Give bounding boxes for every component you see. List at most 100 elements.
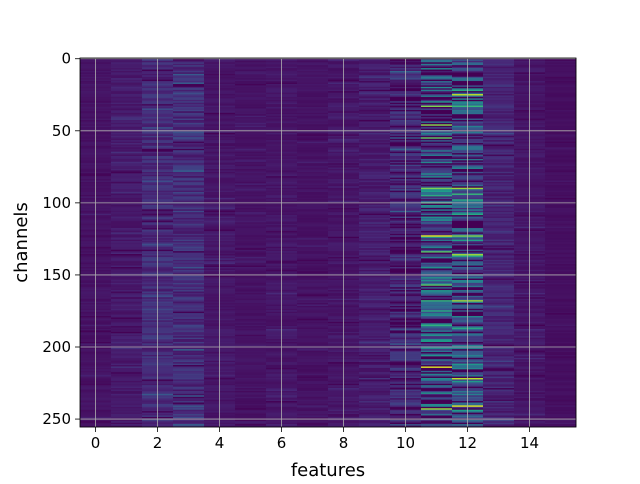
heat-cell: [297, 262, 329, 265]
heat-cell: [359, 424, 391, 426]
heat-cell: [173, 176, 205, 178]
heat-cell: [297, 158, 329, 161]
heat-cell: [111, 233, 143, 236]
heat-cell: [359, 118, 391, 121]
heat-cell: [483, 354, 515, 357]
heat-cell: [173, 353, 205, 356]
heat-cell: [173, 333, 205, 336]
heat-cell: [297, 216, 329, 219]
heat-cell: [173, 212, 205, 214]
heat-cell: [173, 187, 205, 190]
heat-cell: [297, 76, 329, 79]
heat-cell: [111, 220, 143, 223]
heat-cell: [173, 145, 205, 148]
heat-cell: [173, 218, 205, 220]
heat-cell: [111, 323, 143, 325]
heat-cell: [111, 287, 143, 289]
heat-cell: [421, 62, 453, 65]
heat-cell: [173, 236, 205, 239]
heat-cell: [483, 79, 515, 82]
heat-cell: [173, 183, 205, 186]
heat-cell: [359, 383, 391, 386]
heat-cell: [235, 187, 267, 190]
heat-cell: [545, 119, 577, 122]
heat-cell: [483, 246, 515, 249]
heat-cell: [421, 213, 453, 216]
heat-cell: [545, 96, 577, 99]
heat-cell: [235, 285, 267, 288]
heat-cell: [173, 398, 205, 400]
heat-cell: [297, 297, 329, 300]
heat-cell: [483, 245, 515, 248]
heat-cell: [421, 252, 453, 255]
heat-cell: [359, 249, 391, 252]
heat-cell: [173, 104, 205, 106]
heat-cell: [235, 114, 267, 116]
heat-cell: [421, 377, 453, 380]
heat-cell: [111, 154, 143, 157]
heat-cell: [173, 197, 205, 200]
heat-cell: [173, 229, 205, 232]
heat-cell: [297, 333, 329, 336]
heat-cell: [235, 112, 267, 115]
heat-cell: [421, 328, 453, 331]
heat-cell: [297, 157, 329, 160]
heat-cell: [421, 365, 453, 367]
heat-cell: [421, 79, 453, 82]
heat-cell: [235, 95, 267, 98]
heat-cell: [545, 210, 577, 213]
heat-cell: [297, 395, 329, 398]
heat-cell: [173, 193, 205, 196]
heat-cell: [545, 249, 577, 252]
heat-cell: [111, 377, 143, 380]
heat-cell: [545, 241, 577, 243]
heat-cell: [111, 376, 143, 379]
heat-cell: [421, 288, 453, 291]
heat-cell: [235, 287, 267, 289]
heat-cell: [235, 205, 267, 207]
heat-cell: [483, 314, 515, 317]
heat-cell: [235, 317, 267, 320]
heat-cell: [297, 125, 329, 128]
heat-cell: [545, 124, 577, 127]
heat-cell: [359, 288, 391, 291]
heat-cell: [545, 190, 577, 193]
heat-cell: [173, 137, 205, 140]
heat-cell: [483, 69, 515, 72]
heat-cell: [545, 343, 577, 346]
heat-cell: [545, 375, 577, 377]
heat-cell: [483, 131, 515, 134]
heat-cell: [483, 179, 515, 181]
heat-cell: [235, 291, 267, 294]
heat-cell: [173, 230, 205, 233]
heat-cell: [111, 153, 143, 155]
heat-cell: [483, 261, 515, 263]
heat-cell: [483, 383, 515, 386]
heat-cell: [359, 258, 391, 261]
heat-cell: [359, 114, 391, 116]
heat-cell: [421, 117, 453, 119]
heat-cell: [421, 145, 453, 148]
heat-cell: [545, 408, 577, 410]
heat-cell: [297, 70, 329, 73]
heat-cell: [545, 107, 577, 109]
heat-cell: [235, 411, 267, 413]
heat-cell: [421, 92, 453, 95]
heat-cell: [173, 148, 205, 151]
heat-cell: [297, 92, 329, 95]
heat-cell: [421, 398, 453, 400]
heat-cell: [297, 206, 329, 209]
heat-cell: [173, 337, 205, 340]
heat-cell: [111, 318, 143, 321]
heat-cell: [421, 354, 453, 357]
heat-cell: [545, 411, 577, 413]
heat-cell: [235, 308, 267, 311]
heat-cell: [297, 327, 329, 330]
grid-lines: [80, 58, 576, 427]
heat-cell: [173, 294, 205, 297]
heat-cell: [111, 166, 143, 168]
heat-cell: [545, 179, 577, 181]
heat-cell: [235, 171, 267, 174]
heat-cell: [111, 406, 143, 409]
heat-cell: [235, 389, 267, 392]
